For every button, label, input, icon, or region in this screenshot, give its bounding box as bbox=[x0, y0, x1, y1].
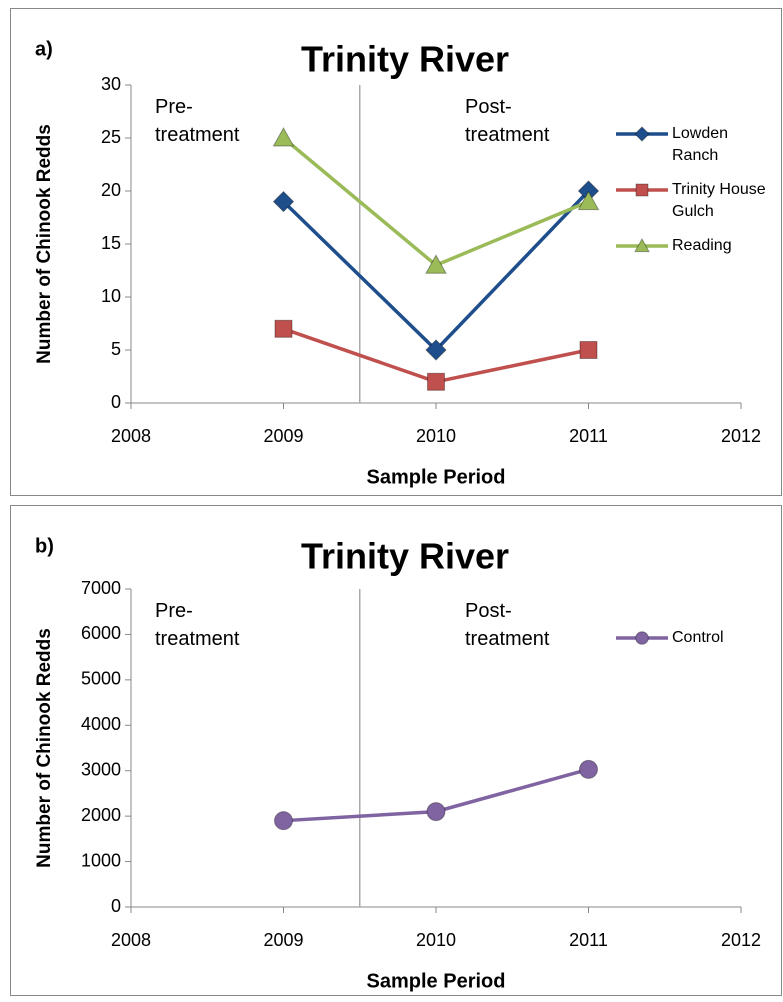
marker bbox=[274, 319, 293, 338]
marker bbox=[425, 254, 447, 274]
annotation: Post-treatment bbox=[465, 600, 550, 650]
x-tick-label: 2009 bbox=[263, 426, 303, 446]
x-tick-label: 2010 bbox=[416, 930, 456, 950]
legend-item: Trinity House Gulch bbox=[612, 179, 782, 223]
legend-swatch bbox=[616, 631, 668, 645]
annotation: Pre-treatment bbox=[155, 600, 240, 650]
panel-frame bbox=[10, 505, 782, 996]
y-tick-label: 20 bbox=[101, 180, 121, 200]
legend-label: Trinity House Gulch bbox=[672, 181, 766, 220]
panel-label: b) bbox=[35, 535, 54, 557]
x-tick-label: 2011 bbox=[569, 426, 608, 446]
x-tick-label: 2009 bbox=[263, 930, 303, 950]
y-tick-label: 10 bbox=[101, 286, 121, 306]
marker bbox=[634, 237, 650, 253]
y-tick-label: 6000 bbox=[81, 623, 121, 643]
legend-label: Lowden Ranch bbox=[672, 125, 729, 164]
annotation-box: Post-treatment bbox=[465, 600, 550, 650]
marker bbox=[272, 190, 295, 213]
annotation: Pre-treatment bbox=[155, 96, 240, 146]
y-tick-label: 5 bbox=[111, 339, 121, 359]
annotation-box: Pre-treatment bbox=[155, 96, 240, 146]
y-tick-label: 2000 bbox=[81, 805, 121, 825]
x-axis-label: Sample Period bbox=[367, 970, 506, 992]
annotation: Post-treatment bbox=[465, 96, 550, 146]
annotation-box: Pre-treatment bbox=[155, 600, 240, 650]
y-tick-label: 7000 bbox=[81, 578, 121, 598]
x-tick-label: 2012 bbox=[721, 930, 761, 950]
marker bbox=[426, 802, 446, 822]
legend-item: Control bbox=[612, 627, 782, 649]
marker bbox=[635, 183, 649, 197]
y-axis-label: Number of Chinook Redds bbox=[34, 628, 55, 868]
legend-label: Reading bbox=[672, 237, 732, 254]
x-tick-label: 2008 bbox=[111, 426, 151, 446]
legend: Lowden Ranch Trinity House Gulch Reading bbox=[612, 123, 782, 257]
y-tick-label: 4000 bbox=[81, 714, 121, 734]
chart-title: Trinity River bbox=[301, 536, 509, 577]
marker bbox=[427, 372, 445, 391]
legend-swatch bbox=[616, 126, 668, 142]
x-tick-label: 2008 bbox=[111, 930, 151, 950]
marker bbox=[579, 341, 598, 359]
marker bbox=[634, 126, 650, 142]
annotation-box: Post-treatment bbox=[465, 96, 550, 146]
marker bbox=[579, 759, 598, 779]
x-axis-label: Sample Period bbox=[367, 466, 506, 488]
y-tick-label: 1000 bbox=[81, 850, 121, 870]
y-tick-label: 25 bbox=[101, 127, 121, 147]
x-tick-label: 2012 bbox=[721, 426, 761, 446]
marker bbox=[274, 811, 293, 831]
y-tick-label: 0 bbox=[111, 392, 121, 412]
marker bbox=[425, 339, 447, 361]
y-tick-label: 15 bbox=[101, 233, 121, 253]
legend-swatch bbox=[616, 183, 668, 197]
marker bbox=[577, 190, 600, 211]
y-tick-label: 0 bbox=[111, 896, 121, 916]
x-tick-label: 2011 bbox=[569, 930, 608, 950]
legend-label: Control bbox=[672, 629, 724, 646]
legend-item: Reading bbox=[612, 235, 782, 257]
legend-box: Control bbox=[612, 627, 782, 649]
y-tick-label: 3000 bbox=[81, 759, 121, 779]
marker bbox=[272, 126, 295, 147]
legend-item: Lowden Ranch bbox=[612, 123, 782, 167]
y-tick-label: 30 bbox=[101, 74, 121, 94]
panel-frame bbox=[10, 8, 782, 496]
legend-swatch bbox=[616, 237, 668, 253]
marker bbox=[635, 631, 649, 645]
chart-title: Trinity River bbox=[301, 39, 509, 80]
panel-label: a) bbox=[35, 38, 53, 60]
x-tick-label: 2010 bbox=[416, 426, 456, 446]
legend: Control bbox=[612, 627, 782, 649]
legend-box: Lowden Ranch Trinity House Gulch Reading bbox=[612, 123, 782, 257]
y-tick-label: 5000 bbox=[81, 669, 121, 689]
y-axis-label: Number of Chinook Redds bbox=[34, 124, 55, 364]
